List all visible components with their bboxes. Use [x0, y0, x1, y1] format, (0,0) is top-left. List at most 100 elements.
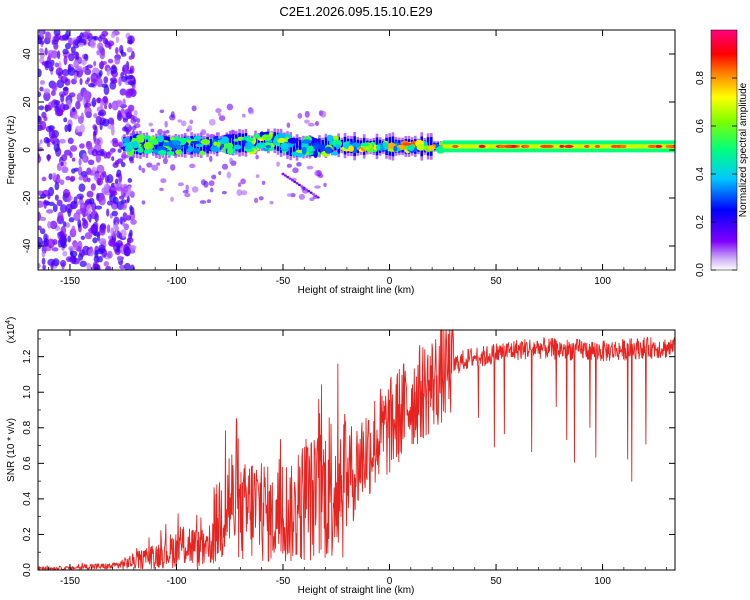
noise-speckle — [43, 60, 52, 69]
noise-speckle — [67, 64, 72, 72]
haze-speckle — [316, 170, 323, 177]
noise-speckle — [111, 210, 119, 217]
noise-speckle — [96, 42, 104, 51]
noise-speckle — [123, 223, 130, 231]
noise-speckle — [91, 202, 97, 212]
noise-speckle — [67, 137, 74, 145]
noise-speckle — [93, 60, 97, 67]
noise-speckle — [114, 178, 119, 185]
carrier-blob — [255, 142, 266, 149]
carrier-blob — [287, 137, 298, 144]
carrier-blob — [225, 142, 234, 150]
haze-speckle — [170, 196, 174, 202]
y-tick-label: 0 — [22, 147, 33, 153]
tone-peak — [559, 144, 565, 148]
carrier-blob — [199, 150, 205, 156]
noise-speckle — [43, 88, 51, 94]
noise-speckle — [38, 200, 44, 208]
noise-speckle — [93, 35, 99, 41]
noise-speckle — [51, 247, 59, 252]
carrier-blob — [175, 145, 183, 150]
y-tick-label: 0.2 — [22, 527, 33, 541]
carrier-blob — [226, 147, 233, 155]
noise-speckle — [39, 194, 47, 199]
noise-speckle — [60, 75, 68, 84]
noise-speckle — [47, 220, 52, 229]
haze-speckle — [255, 174, 260, 179]
trail-speckle — [316, 196, 320, 199]
haze-speckle — [132, 116, 138, 122]
x-tick-label: 100 — [594, 276, 611, 287]
noise-speckle — [119, 264, 126, 270]
noise-speckle — [38, 91, 42, 98]
noise-speckle — [108, 42, 112, 50]
haze-speckle — [162, 157, 168, 165]
noise-speckle — [111, 64, 116, 71]
noise-speckle — [120, 199, 127, 204]
carrier-blob — [143, 149, 150, 154]
carrier-blob — [277, 137, 286, 144]
carrier-core-cell — [298, 140, 302, 155]
haze-speckle — [320, 110, 327, 118]
haze-speckle — [314, 120, 320, 127]
noise-speckle — [90, 72, 99, 83]
haze-speckle — [177, 119, 183, 123]
noise-speckle — [67, 197, 72, 203]
noise-speckle — [71, 157, 76, 162]
x-tick-label: -100 — [166, 576, 186, 587]
haze-speckle — [304, 119, 310, 124]
noise-speckle — [54, 62, 60, 68]
noise-speckle — [92, 166, 97, 174]
x-tick-label: -100 — [166, 276, 186, 287]
noise-speckle — [91, 149, 98, 157]
carrier-blob — [280, 142, 290, 150]
noise-speckle — [38, 154, 42, 164]
noise-speckle-group — [38, 30, 137, 270]
colorbar: 0.0 0.2 0.4 0.6 0.8 Normalized spectral ampl… — [695, 29, 749, 277]
noise-speckle — [60, 242, 67, 249]
noise-speckle — [39, 139, 43, 144]
noise-speckle — [96, 178, 104, 186]
carrier-core-cell — [193, 137, 197, 154]
carrier-blob — [301, 146, 307, 155]
noise-speckle — [107, 124, 115, 130]
trail-speckle — [304, 188, 308, 191]
tone-peak — [610, 144, 619, 148]
noise-speckle — [79, 143, 85, 149]
noise-speckle — [62, 188, 70, 199]
noise-speckle — [90, 210, 98, 220]
noise-speckle — [43, 91, 51, 102]
noise-speckle — [78, 175, 84, 181]
noise-speckle — [55, 67, 64, 76]
noise-speckle — [88, 197, 95, 205]
carrier-blob — [312, 142, 321, 150]
snr-x-label: Height of straight line (km) — [298, 585, 415, 596]
snr-y-scale-label: (x104) — [5, 317, 17, 344]
noise-speckle — [39, 120, 47, 131]
noise-speckle — [62, 86, 69, 91]
noise-speckle — [127, 39, 133, 45]
haze-speckle — [261, 180, 266, 185]
noise-speckle — [61, 69, 70, 77]
noise-speckle — [77, 240, 83, 251]
carrier-blob — [156, 146, 167, 151]
noise-speckle — [38, 68, 42, 78]
noise-speckle — [41, 176, 47, 182]
noise-speckle — [115, 222, 119, 231]
carrier-blob — [382, 142, 388, 149]
noise-speckle — [84, 106, 92, 117]
haze-speckle — [200, 179, 207, 186]
trail-speckle — [290, 179, 294, 182]
carrier-blob — [216, 141, 221, 148]
haze-speckle — [306, 165, 314, 170]
noise-speckle — [73, 72, 78, 81]
haze-speckle — [307, 122, 315, 127]
noise-speckle — [79, 260, 87, 268]
haze-speckle — [314, 185, 321, 189]
noise-speckle — [99, 172, 105, 181]
noise-speckle — [67, 123, 72, 133]
trail-speckle — [302, 186, 306, 190]
carrier-blob — [301, 139, 312, 144]
noise-speckle — [60, 226, 67, 235]
haze-speckle — [146, 162, 153, 168]
